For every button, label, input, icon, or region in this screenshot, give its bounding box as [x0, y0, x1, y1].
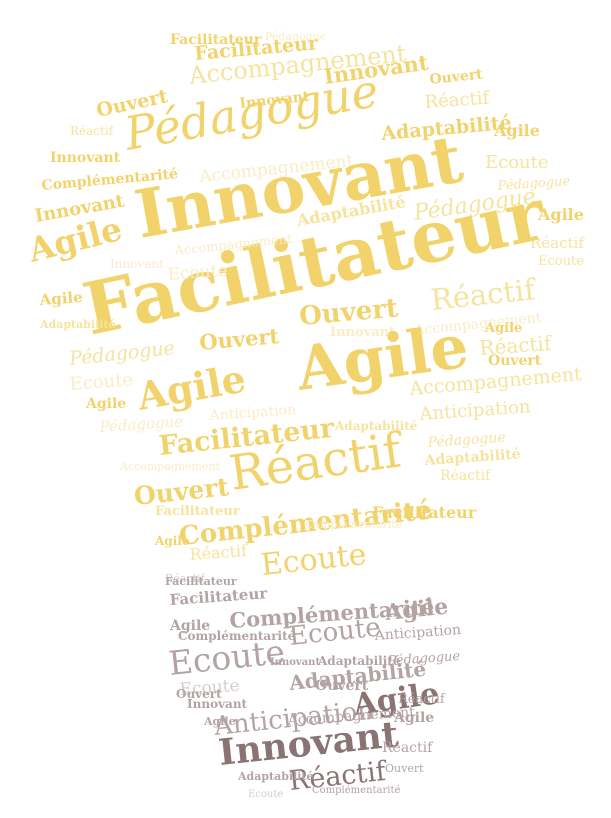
cloud-word: Réactif: [440, 468, 492, 484]
cloud-word: Adaptabilité: [423, 446, 521, 469]
cloud-word: Adaptabilité: [39, 318, 116, 331]
cloud-word: Pédagogue: [386, 649, 461, 669]
cloud-word: Agile: [85, 396, 126, 412]
cloud-word: Réactif: [165, 572, 205, 585]
cloud-word: Anticipation: [208, 402, 296, 424]
cloud-word: Réactif: [189, 541, 249, 564]
cloud-word: Agile: [537, 205, 584, 224]
cloud-word: Adaptabilité: [334, 419, 418, 433]
cloud-word: Agile: [493, 121, 540, 140]
cloud-word: Réactif: [479, 331, 554, 360]
cloud-word: Agile: [38, 288, 83, 309]
cloud-word: Accompagnement: [119, 460, 221, 473]
cloud-word: Facilitateur: [155, 504, 240, 519]
cloud-word: Ecoute: [69, 370, 134, 395]
cloud-word: Agile: [393, 710, 434, 726]
cloud-word: Anticipation: [373, 622, 461, 644]
cloud-word: Agile: [169, 618, 210, 634]
cloud-word: Ouvert: [429, 66, 484, 88]
cloud-word: Innovant: [239, 89, 311, 112]
cloud-word: Ecoute: [538, 254, 584, 269]
cloud-word: Ouvert: [488, 353, 542, 369]
cloud-word: Adaptabilité: [237, 770, 314, 783]
cloud-word: Complémentarité: [178, 629, 296, 643]
cloud-word: Agile: [484, 321, 522, 336]
cloud-word: Ecoute: [259, 537, 368, 583]
cloud-word: Pédagogue: [98, 412, 184, 436]
cloud-word: Pédagogue: [426, 430, 506, 451]
cloud-word: Facilitateur: [170, 32, 262, 48]
cloud-word: Facilitateur: [372, 503, 477, 522]
cloud-word: Réactif: [382, 740, 434, 756]
cloud-word: Innovant: [330, 325, 395, 340]
cloud-word: Réactif: [70, 124, 115, 138]
cloud-word: Ouvert: [385, 762, 424, 775]
cloud-word: Ecoute: [248, 789, 283, 800]
cloud-word: Agile: [203, 715, 236, 728]
cloud-word: Ouvert: [198, 323, 280, 355]
cloud-word: Agile: [383, 594, 450, 627]
cloud-word: Ecoute: [179, 676, 240, 700]
cloud-word: Pédagogue: [496, 174, 571, 194]
cloud-word: Innovant: [110, 257, 164, 271]
cloud-word: Complémentarité: [305, 518, 402, 531]
cloud-word: Innovant: [270, 657, 320, 668]
cloud-word: Ecoute: [167, 261, 228, 285]
cloud-word: Innovant: [50, 150, 121, 166]
cloud-word: Pédagogue: [67, 337, 176, 370]
cloud-word: Réactif: [398, 692, 446, 707]
cloud-word: Ouvert: [315, 678, 369, 694]
cloud-word: Pédagogue: [265, 30, 326, 43]
cloud-word: Adaptabilité: [317, 654, 401, 668]
cloud-word: Facilitateur: [165, 575, 237, 588]
cloud-word: Réactif: [424, 87, 491, 113]
cloud-word: Ecoute: [485, 152, 549, 173]
cloud-word: Innovant: [187, 697, 248, 711]
cloud-word: Anticipation: [418, 396, 532, 425]
cloud-word: Réactif: [530, 234, 585, 252]
cloud-word: Réactif: [429, 272, 538, 317]
cloud-word: Agile: [154, 534, 190, 548]
cloud-word: Ouvert: [176, 687, 222, 701]
cloud-word: Complémentarité: [312, 785, 400, 796]
